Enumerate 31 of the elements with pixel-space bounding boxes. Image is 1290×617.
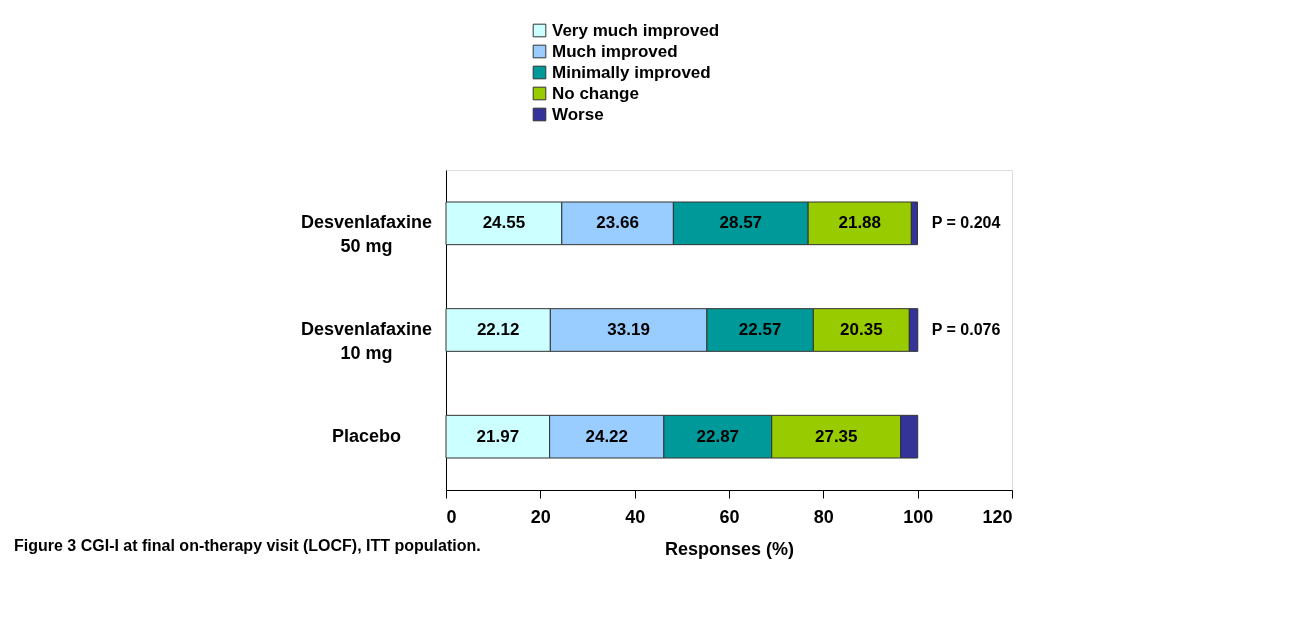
data-label: 22.87 (696, 426, 740, 446)
annotation: P = 0.204 (931, 214, 1001, 232)
x-tick-label: 20 (530, 506, 551, 527)
x-axis-title: Responses (%) (664, 538, 795, 559)
legend-label: Minimally improved (552, 62, 711, 82)
x-tick-label: 100 (903, 506, 934, 527)
data-label: 24.22 (585, 426, 629, 446)
data-label: 22.57 (738, 320, 782, 339)
data-label: 21.88 (838, 213, 882, 233)
data-label: 23.66 (596, 213, 639, 233)
x-tick-label: 40 (625, 506, 646, 527)
x-tick-label: 60 (719, 506, 740, 527)
x-tick-label: 0 (446, 506, 457, 527)
annotation: P = 0.076 (931, 321, 1001, 338)
legend-label: Worse (552, 104, 604, 124)
y-tick-label: Desvenlafaxine 10 mg (300, 319, 433, 363)
data-label: 27.35 (814, 426, 858, 446)
data-label: 22.12 (476, 320, 520, 339)
legend-label: No change (552, 83, 639, 103)
data-label: 28.57 (719, 213, 763, 233)
data-label: 24.55 (482, 213, 526, 233)
x-tick-label: 120 (982, 506, 1013, 527)
x-tick-label: 80 (813, 506, 834, 527)
y-tick-label: Placebo (331, 425, 402, 446)
legend-label: Much improved (552, 41, 678, 61)
data-label: 21.97 (476, 426, 520, 446)
y-tick-label: Desvenlafaxine 50 mg (300, 212, 433, 257)
data-label: 20.35 (840, 320, 883, 339)
caption: Figure 3 CGI-I at final on-therapy visit (LOCF), ITT population. (14, 537, 481, 554)
data-label: 33.19 (607, 320, 650, 339)
legend-label: Very much improved (552, 20, 720, 40)
